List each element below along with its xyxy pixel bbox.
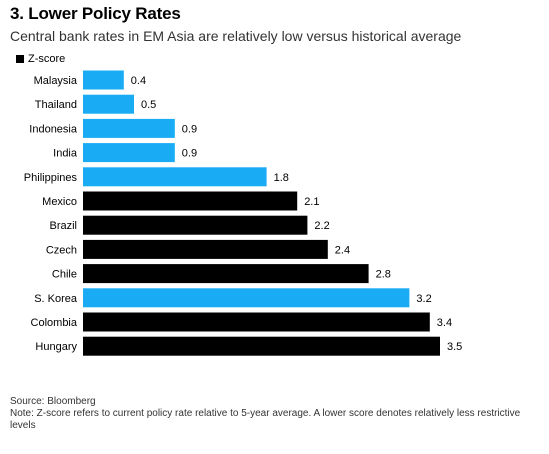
bar (83, 118, 175, 138)
category-label: Chile (52, 269, 77, 281)
category-label: Thailand (35, 99, 77, 111)
legend-swatch (16, 55, 24, 63)
footnote: Note: Z-score refers to current policy r… (10, 408, 521, 431)
chart-title: 3. Lower Policy Rates (10, 4, 181, 23)
bar (83, 239, 328, 259)
category-label: Philippines (24, 172, 78, 184)
bar (83, 312, 430, 332)
category-label: Indonesia (29, 123, 78, 135)
legend: Z-score (16, 53, 65, 65)
value-label: 2.1 (304, 196, 319, 208)
category-label: Hungary (35, 341, 77, 353)
category-label: Colombia (31, 317, 78, 329)
category-label: Malaysia (34, 75, 78, 87)
value-label: 2.4 (335, 244, 350, 256)
bar-chart: Malaysia 0.4 Thailand 0.5 Indonesia 0.9 India 0… (24, 70, 462, 356)
bar (83, 94, 134, 114)
value-label: 2.2 (314, 220, 329, 232)
value-label: 0.5 (141, 99, 156, 111)
value-label: 2.8 (376, 269, 391, 281)
value-label: 1.8 (274, 172, 289, 184)
bar (83, 191, 298, 211)
category-label: S. Korea (34, 293, 78, 305)
bar (83, 264, 369, 284)
bar (83, 288, 410, 308)
legend-label: Z-score (28, 53, 66, 65)
source-note: Source: Bloomberg (10, 396, 96, 407)
chart-subtitle: Central bank rates in EM Asia are relati… (10, 28, 462, 44)
category-label: Czech (46, 244, 77, 256)
bar (83, 167, 267, 187)
bar (83, 143, 175, 163)
value-label: 3.4 (437, 317, 452, 329)
category-label: India (53, 148, 78, 160)
category-label: Mexico (42, 196, 77, 208)
value-label: 3.5 (447, 341, 462, 353)
value-label: 0.9 (182, 123, 197, 135)
value-label: 0.9 (182, 148, 197, 160)
bar (83, 336, 440, 356)
bar (83, 70, 124, 90)
value-label: 3.2 (416, 293, 431, 305)
value-label: 0.4 (131, 75, 146, 87)
bar (83, 215, 308, 235)
category-label: Brazil (49, 220, 77, 232)
